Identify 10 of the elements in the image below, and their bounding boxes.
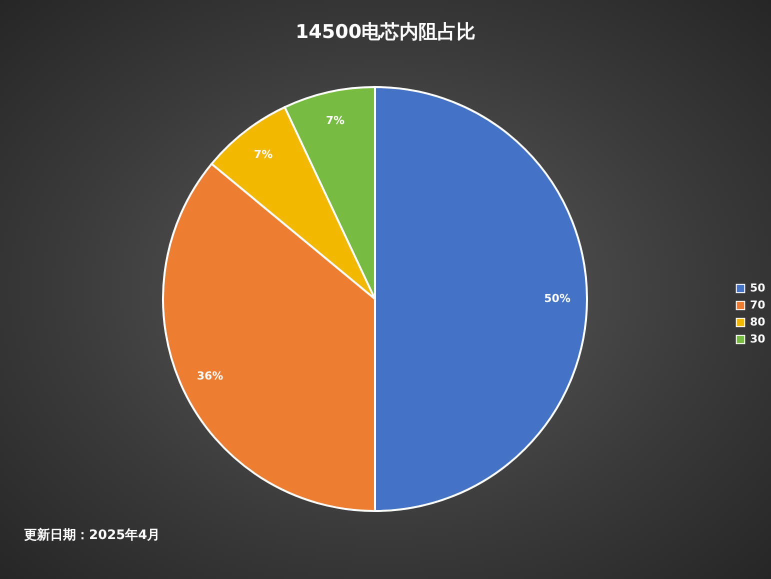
text: 更新日期：2025年4月 <box>24 527 160 545</box>
data-label: 7% <box>254 148 273 161</box>
data-label: 50% <box>544 292 570 305</box>
legend-label: 80 <box>750 316 766 328</box>
data-label: 36% <box>196 370 224 383</box>
legend-label: 30 <box>750 332 766 346</box>
data-label: 7% <box>326 114 345 128</box>
chart-title: 14500电芯内阻占比 <box>295 21 476 43</box>
legend-label: 70 <box>750 298 766 312</box>
legend-label: 50 <box>750 282 766 294</box>
